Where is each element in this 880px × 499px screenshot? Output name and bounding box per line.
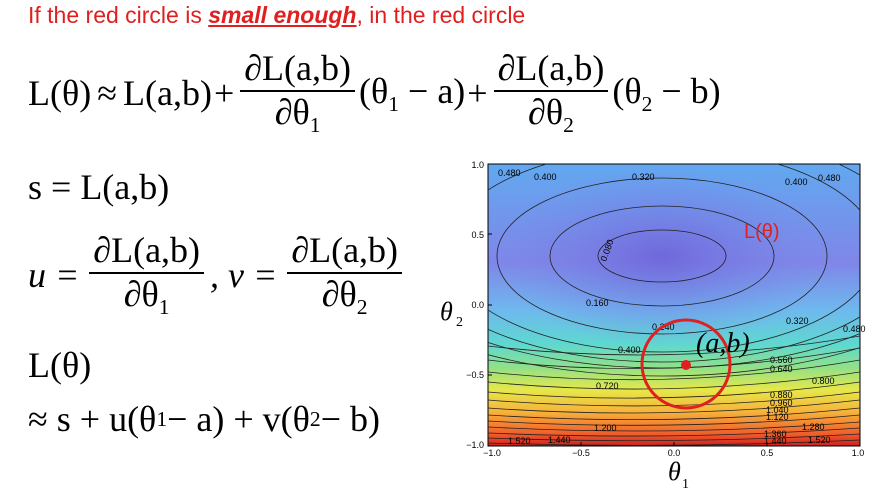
contour-label: 0.400 [785,177,808,187]
x-tick-label: −1.0 [483,448,501,458]
point-label: (a,b) [696,328,750,359]
contour-label: 0.880 [770,390,793,400]
x-tick-marks [580,442,768,446]
contour-lines [488,164,860,446]
u-lhs: u = [28,255,80,296]
partial-denominator-2: ∂θ2 [528,91,574,137]
s-definition-text: s = L(a,b) [28,167,170,207]
contour-plot: 0.480 0.400 0.320 0.400 0.480 0.080 0.16… [440,160,866,492]
u-numerator: ∂L(a,b) [89,231,205,274]
taylor-term0: L(a,b) [122,73,212,114]
headline-after: , in the red circle [356,2,526,28]
paren-term-2: (θ2 − b) [612,70,721,116]
y-tick-label: 1.0 [471,160,484,170]
partial-denominator-1: ∂θ1 [274,91,321,137]
x-ticks: −1.0 −0.5 0.0 0.5 1.0 [483,448,864,458]
contour-label: 0.160 [586,298,609,308]
contour-label: 0.320 [632,172,655,182]
contour-label: 0.960 [770,398,793,408]
v-lhs: , v = [210,255,278,296]
contour-label: 1.520 [508,436,531,446]
y-tick-label: −1.0 [466,440,484,450]
v-fraction: ∂L(a,b) ∂θ2 [287,231,403,319]
contour-label: 0.480 [818,173,841,183]
contour-label-group: 0.480 0.400 0.320 0.400 0.480 0.080 0.16… [498,168,866,446]
x-axis-subscript: 1 [682,477,689,492]
u-denominator: ∂θ1 [123,273,170,319]
contour-label: 1.280 [802,422,825,432]
contour-label: 0.320 [786,316,809,326]
contour-label: 1.360 [764,429,787,439]
approx-sign: ≈ [97,73,117,114]
plus-sign-1: + [213,73,235,114]
final-part-2: − a) + v(θ [167,399,310,439]
neighborhood-circle [640,318,732,410]
u-fraction: ∂L(a,b) ∂θ1 [89,231,205,319]
x-tick-label: −0.5 [572,448,590,458]
final-approximation: ≈ s + u(θ 1 − a) + v(θ 2 − b) [28,398,380,440]
center-point [681,360,691,370]
uv-definition: u = ∂L(a,b) ∂θ1 , v = ∂L(a,b) ∂θ2 [28,231,406,319]
v-denominator: ∂θ2 [321,273,368,319]
y-tick-label: −0.5 [466,370,484,380]
x-tick-label: 0.5 [761,448,774,458]
partial-fraction-1: ∂L(a,b) ∂θ1 [240,49,355,137]
y-ticks: 1.0 0.5 0.0 −0.5 −1.0 [466,160,484,450]
L-theta-text: L(θ) [28,345,92,385]
loss-label: L(θ) [744,221,780,243]
taylor-lhs: L(θ) [28,73,92,114]
contour-label: 0.640 [770,364,793,374]
taylor-equation: L(θ) ≈ L(a,b) + ∂L(a,b) ∂θ1 (θ1 − a) + ∂… [28,49,721,137]
s-definition: s = L(a,b) [28,166,169,208]
plus-sign-2: + [467,73,488,114]
contour-label: 0.560 [770,355,793,365]
paren-term-1: (θ1 − a) [358,70,466,116]
headline: If the red circle is small enough, in th… [28,2,525,29]
contour-label: 1.040 [766,405,789,415]
x-axis-label: θ [668,457,681,486]
v-numerator: ∂L(a,b) [287,231,403,274]
headline-emphasis: small enough [208,2,357,28]
partial-numerator-1: ∂L(a,b) [240,49,355,92]
contour-label: 0.400 [534,172,557,182]
contour-label: 0.720 [596,381,619,391]
y-tick-label: 0.0 [471,300,484,310]
y-tick-marks [488,163,492,447]
contour-label: 1.440 [548,435,571,445]
contour-label: 0.400 [618,345,641,355]
contour-label: 0.480 [498,168,521,178]
y-axis-subscript: 2 [456,315,463,330]
x-tick-label: 0.0 [668,448,681,458]
headline-before: If the red circle is [28,2,209,28]
y-axis-label: θ [440,297,453,326]
contour-label: 0.480 [843,324,866,334]
contour-label: 1.520 [808,435,831,445]
contour-label: 0.800 [812,376,835,386]
final-sub-1: 1 [156,406,168,431]
partial-fraction-2: ∂L(a,b) ∂θ2 [493,49,609,137]
contour-label: 1.440 [764,436,787,446]
y-tick-label: 0.5 [471,230,484,240]
L-theta-line: L(θ) [28,344,91,386]
final-part-1: ≈ s + u(θ [28,399,157,439]
partial-numerator-2: ∂L(a,b) [493,49,609,92]
final-sub-2: 2 [309,406,321,431]
contour-label: 1.200 [594,423,617,433]
final-part-3: − b) [320,399,381,439]
contour-label: 1.120 [766,412,789,422]
x-tick-label: 1.0 [852,448,865,458]
